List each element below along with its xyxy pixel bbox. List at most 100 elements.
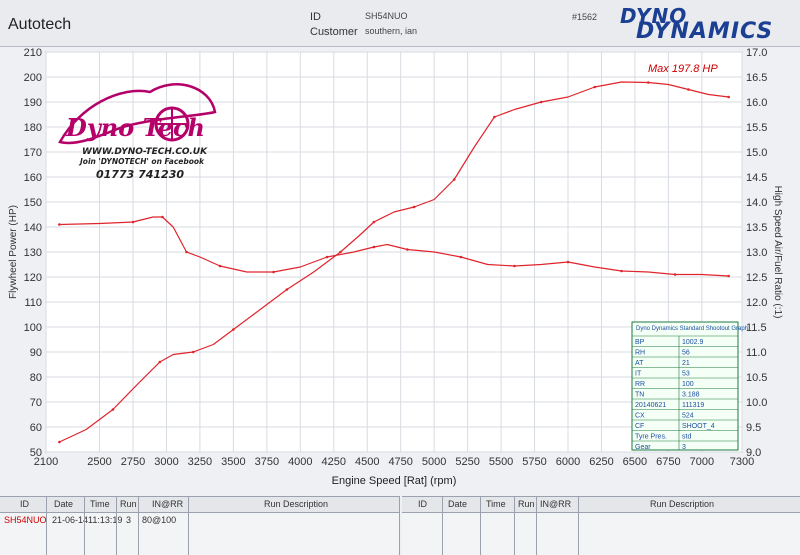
x-tick-label: 7300 xyxy=(730,456,754,468)
power-point xyxy=(539,100,543,104)
power-chart: 2100 2500 2750 3000 3250 3500 3750 4000 4250 4500… xyxy=(8,47,783,487)
shootout-value: SHOOT_4 xyxy=(682,423,715,430)
power-point xyxy=(232,328,235,331)
y-tick-label: 90 xyxy=(30,347,42,359)
watermark-phone: 01773 741230 xyxy=(96,168,184,181)
y2-tick-label: 14.5 xyxy=(746,172,767,184)
power-point xyxy=(727,95,730,99)
y-tick-label: 130 xyxy=(24,247,42,259)
y2-tick-label: 11.5 xyxy=(746,322,767,334)
x-tick-label: 6500 xyxy=(623,456,647,468)
afr-point xyxy=(272,270,275,274)
row-date: 21-06-14 xyxy=(52,515,89,525)
afr-point xyxy=(218,264,222,268)
shootout-key: Tyre Pres. xyxy=(635,434,667,441)
afr-point xyxy=(58,223,61,226)
x-tick-label: 6000 xyxy=(556,456,580,468)
shootout-key: 20140621 xyxy=(635,402,666,409)
y-tick-label: 60 xyxy=(30,422,42,434)
y-tick-label: 120 xyxy=(24,272,42,284)
shootout-value: 3.188 xyxy=(682,392,700,399)
logo-line2: DYNAMICS xyxy=(636,19,774,44)
shootout-key: BP xyxy=(635,339,645,346)
shootout-value: 21 xyxy=(682,360,690,367)
y2-axis-label: High Speed Air/Fuel Ratio (:1) xyxy=(772,186,783,319)
col-in-rr: IN@RR xyxy=(152,499,184,509)
power-point xyxy=(452,178,456,181)
col-run-2: Run xyxy=(518,499,535,509)
afr-point xyxy=(372,245,376,249)
afr-point xyxy=(185,250,188,254)
shootout-box: Dyno Dynamics Standard Shootout Graph BP… xyxy=(631,321,748,451)
y2-tick-label: 14.0 xyxy=(746,197,767,209)
shootout-rows: BP 1002.9 RH 56 AT 21 IT 53 RR 100 TN 3.188 20140621… xyxy=(632,335,738,451)
shootout-value: std xyxy=(682,434,691,441)
y-tick-label: 180 xyxy=(24,122,42,134)
y-tick-label: 140 xyxy=(24,222,42,234)
shootout-value: 56 xyxy=(682,350,690,357)
afr-point xyxy=(325,255,329,259)
y2-tick-label: 15.0 xyxy=(746,147,767,159)
y-tick-label: 200 xyxy=(24,72,42,84)
col-date-2: Date xyxy=(448,499,468,509)
run-table-right: ID Date Time Run IN@RR Run Description xyxy=(402,496,800,555)
x-axis-label: Engine Speed [Rat] (rpm) xyxy=(332,475,457,487)
power-point xyxy=(158,360,162,364)
x-tick-label: 5750 xyxy=(522,456,546,468)
y-tick-label: 50 xyxy=(30,447,42,459)
y2-tick-label: 12.5 xyxy=(746,272,767,284)
watermark-url: WWW.DYNO-TECH.CO.UK xyxy=(82,147,208,157)
shootout-title: Dyno Dynamics Standard Shootout Graph xyxy=(636,326,748,332)
shootout-key: AT xyxy=(635,360,644,367)
watermark-facebook: Join 'DYNOTECH' on Facebook xyxy=(78,157,205,166)
y-tick-label: 170 xyxy=(24,147,42,159)
customer-value: southern, ian xyxy=(365,26,418,36)
shootout-value: 53 xyxy=(682,371,690,378)
power-point xyxy=(339,250,342,254)
afr-point xyxy=(131,220,135,224)
col-in-rr-2: IN@RR xyxy=(540,499,572,509)
afr-point xyxy=(406,248,409,251)
y2-tick-label: 9.5 xyxy=(746,422,761,434)
customer-label: Customer xyxy=(310,26,358,38)
x-tick-label: 5000 xyxy=(422,456,446,468)
x-tick-label: 2500 xyxy=(87,456,111,468)
y2-tick-label: 17.0 xyxy=(746,47,767,59)
x-tick-label: 4500 xyxy=(355,456,379,468)
header-bar: Autotech ID SH54NUO Customer southern, i… xyxy=(0,0,800,47)
power-point xyxy=(285,288,289,291)
id-value: SH54NUO xyxy=(365,11,408,21)
x-tick-label: 5500 xyxy=(489,456,513,468)
col-time-2: Time xyxy=(486,499,506,509)
shootout-value: 1002.9 xyxy=(682,339,704,346)
row-run: 3 xyxy=(126,515,132,525)
shootout-value: 524 xyxy=(682,413,694,420)
y-tick-label: 80 xyxy=(30,372,42,384)
y2-tick-label: 16.0 xyxy=(746,97,767,109)
y2-tick-label: 16.5 xyxy=(746,72,767,84)
power-point xyxy=(647,81,650,84)
y2-tick-label: 9.0 xyxy=(746,447,761,459)
shootout-value: 3 xyxy=(682,444,686,451)
series-group xyxy=(58,81,730,444)
shootout-key: IT xyxy=(635,371,642,378)
y2-tick-label: 13.0 xyxy=(746,247,767,259)
shootout-key: Gear xyxy=(635,444,651,451)
dyno-tech-logo: Dyno Tech xyxy=(58,83,217,145)
app-title: Autotech xyxy=(8,16,72,33)
x-tick-label: 6250 xyxy=(589,456,613,468)
row-in-rr: 80@100 xyxy=(142,515,177,525)
run-table-left: ID Date Time Run IN@RR Run Description S… xyxy=(0,496,400,555)
record-number: #1562 xyxy=(572,12,598,22)
shootout-key: RH xyxy=(635,350,645,357)
logo-text: Dyno Tech xyxy=(65,113,205,142)
x-tick-label: 3000 xyxy=(154,456,178,468)
y2-tick-label: 12.0 xyxy=(746,297,767,309)
x-ticks: 2100 2500 2750 3000 3250 3500 3750 4000 4250 4500… xyxy=(34,456,754,468)
x-tick-label: 3750 xyxy=(255,456,279,468)
y2-tick-label: 10.5 xyxy=(746,372,767,384)
run-table-left-header: ID Date Time Run IN@RR Run Description xyxy=(0,497,400,513)
y-tick-label: 150 xyxy=(24,197,42,209)
x-tick-label: 2100 xyxy=(34,456,58,468)
afr-point xyxy=(727,274,730,278)
